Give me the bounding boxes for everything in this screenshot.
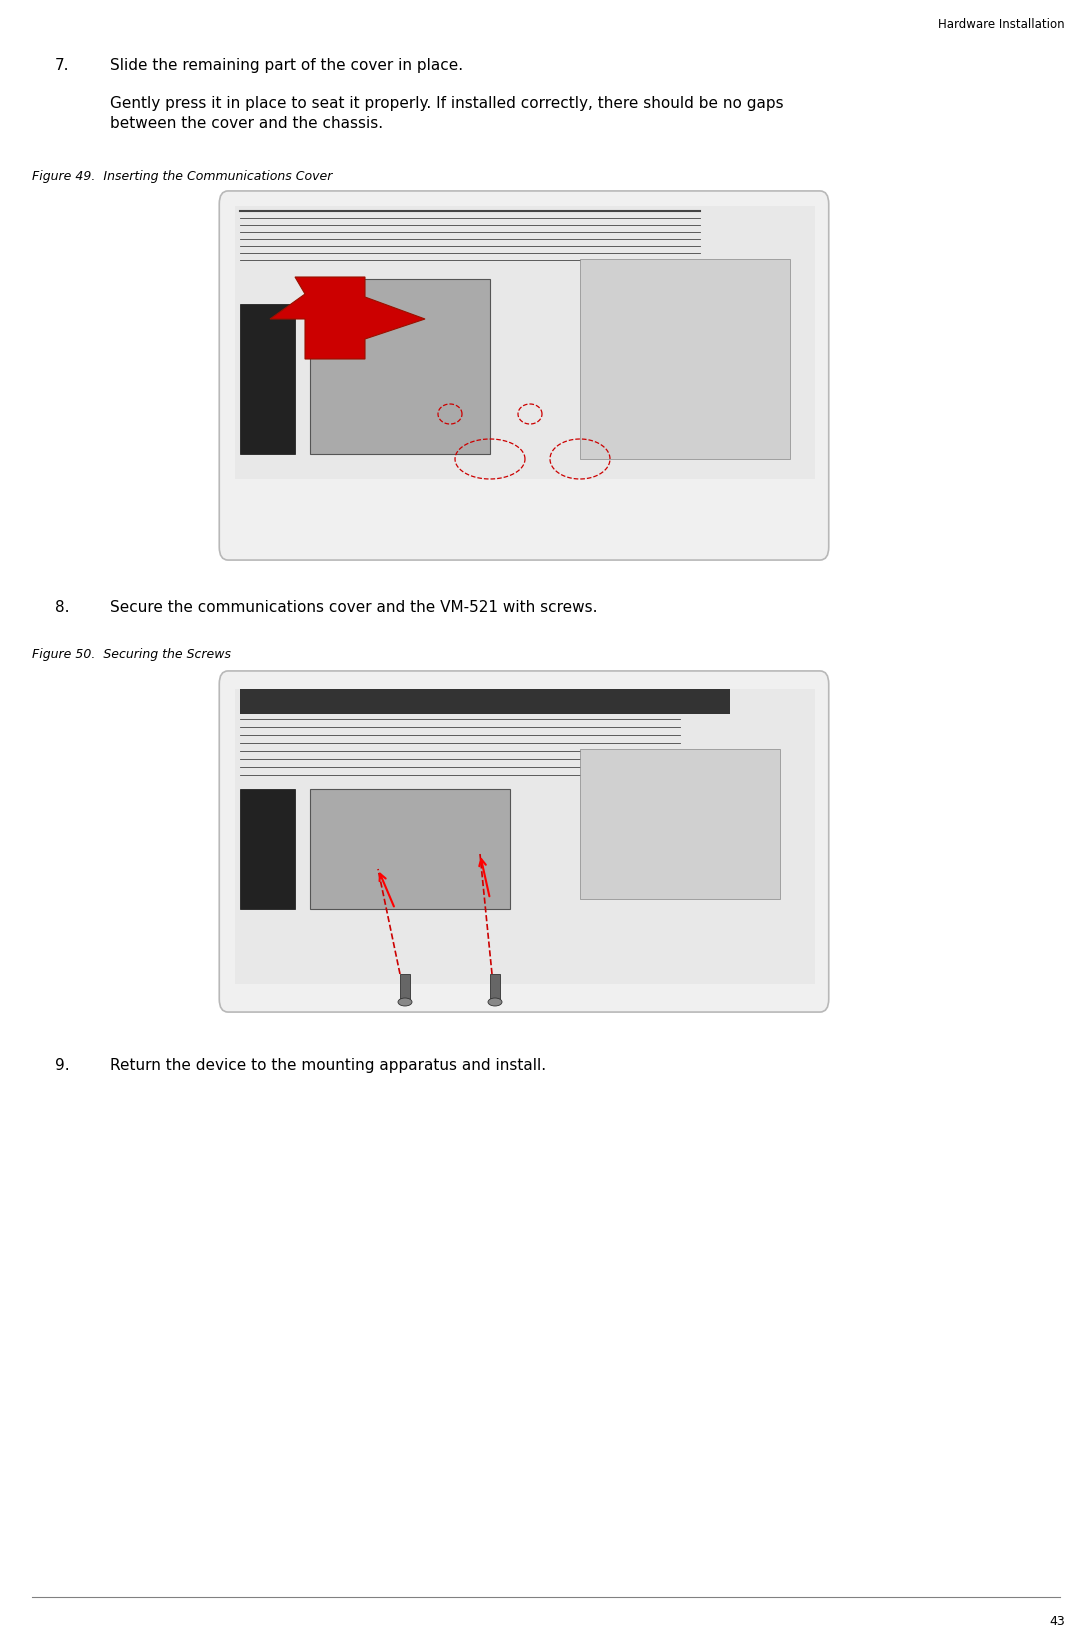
Text: 9.: 9.: [55, 1058, 70, 1072]
Polygon shape: [270, 277, 425, 359]
FancyBboxPatch shape: [310, 279, 490, 455]
Text: Gently press it in place to seat it properly. If installed correctly, there shou: Gently press it in place to seat it prop…: [110, 96, 784, 131]
Ellipse shape: [488, 999, 502, 1007]
FancyBboxPatch shape: [219, 193, 829, 561]
Bar: [240, 690, 729, 715]
Bar: [400, 974, 410, 999]
Text: Hardware Installation: Hardware Installation: [938, 18, 1065, 31]
Text: Figure 50.  Securing the Screws: Figure 50. Securing the Screws: [32, 648, 232, 661]
Bar: [580, 259, 790, 460]
Bar: [240, 305, 295, 455]
Text: Return the device to the mounting apparatus and install.: Return the device to the mounting appara…: [110, 1058, 546, 1072]
FancyBboxPatch shape: [310, 790, 510, 909]
Text: 43: 43: [1049, 1614, 1065, 1627]
Text: 8.: 8.: [55, 599, 70, 615]
Text: Slide the remaining part of the cover in place.: Slide the remaining part of the cover in…: [110, 59, 463, 73]
Text: Secure the communications cover and the VM-521 with screws.: Secure the communications cover and the …: [110, 599, 597, 615]
Ellipse shape: [397, 999, 412, 1007]
Bar: [580, 749, 780, 899]
Bar: [490, 974, 500, 999]
Text: 7.: 7.: [55, 59, 70, 73]
FancyBboxPatch shape: [219, 671, 829, 1012]
Bar: [240, 790, 295, 909]
Text: Figure 49.  Inserting the Communications Cover: Figure 49. Inserting the Communications …: [32, 170, 332, 183]
Bar: [235, 690, 815, 984]
Bar: [235, 207, 815, 480]
